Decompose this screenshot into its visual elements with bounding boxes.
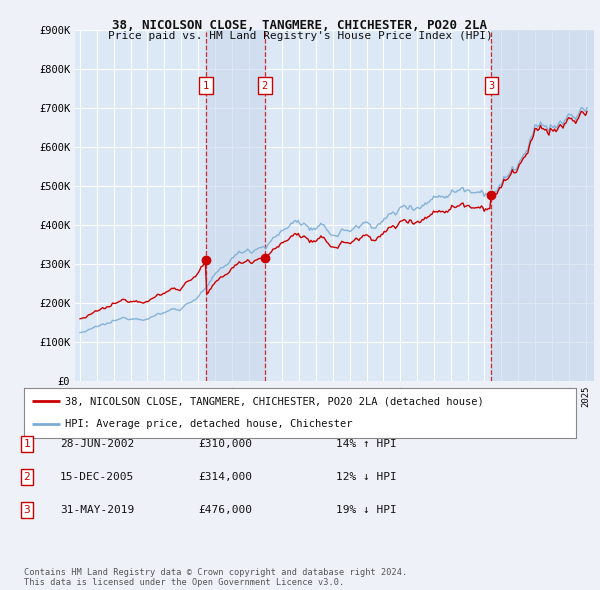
Text: 15-DEC-2005: 15-DEC-2005 bbox=[60, 472, 134, 481]
Text: 14% ↑ HPI: 14% ↑ HPI bbox=[336, 439, 397, 448]
Text: Price paid vs. HM Land Registry's House Price Index (HPI): Price paid vs. HM Land Registry's House … bbox=[107, 31, 493, 41]
Text: £314,000: £314,000 bbox=[198, 472, 252, 481]
Text: 2: 2 bbox=[23, 472, 31, 481]
Text: 19% ↓ HPI: 19% ↓ HPI bbox=[336, 505, 397, 514]
Text: 38, NICOLSON CLOSE, TANGMERE, CHICHESTER, PO20 2LA: 38, NICOLSON CLOSE, TANGMERE, CHICHESTER… bbox=[113, 19, 487, 32]
Bar bbox=[206, 30, 265, 381]
Text: 2: 2 bbox=[262, 81, 268, 91]
Text: 38, NICOLSON CLOSE, TANGMERE, CHICHESTER, PO20 2LA (detached house): 38, NICOLSON CLOSE, TANGMERE, CHICHESTER… bbox=[65, 396, 484, 406]
Text: 12% ↓ HPI: 12% ↓ HPI bbox=[336, 472, 397, 481]
Text: HPI: Average price, detached house, Chichester: HPI: Average price, detached house, Chic… bbox=[65, 419, 353, 430]
Text: 28-JUN-2002: 28-JUN-2002 bbox=[60, 439, 134, 448]
Text: 1: 1 bbox=[203, 81, 209, 91]
Text: 3: 3 bbox=[488, 81, 494, 91]
Text: 3: 3 bbox=[23, 505, 31, 514]
Text: £310,000: £310,000 bbox=[198, 439, 252, 448]
Text: 1: 1 bbox=[23, 439, 31, 448]
Bar bbox=[491, 30, 594, 381]
Text: £476,000: £476,000 bbox=[198, 505, 252, 514]
Text: 31-MAY-2019: 31-MAY-2019 bbox=[60, 505, 134, 514]
Text: Contains HM Land Registry data © Crown copyright and database right 2024.
This d: Contains HM Land Registry data © Crown c… bbox=[24, 568, 407, 587]
